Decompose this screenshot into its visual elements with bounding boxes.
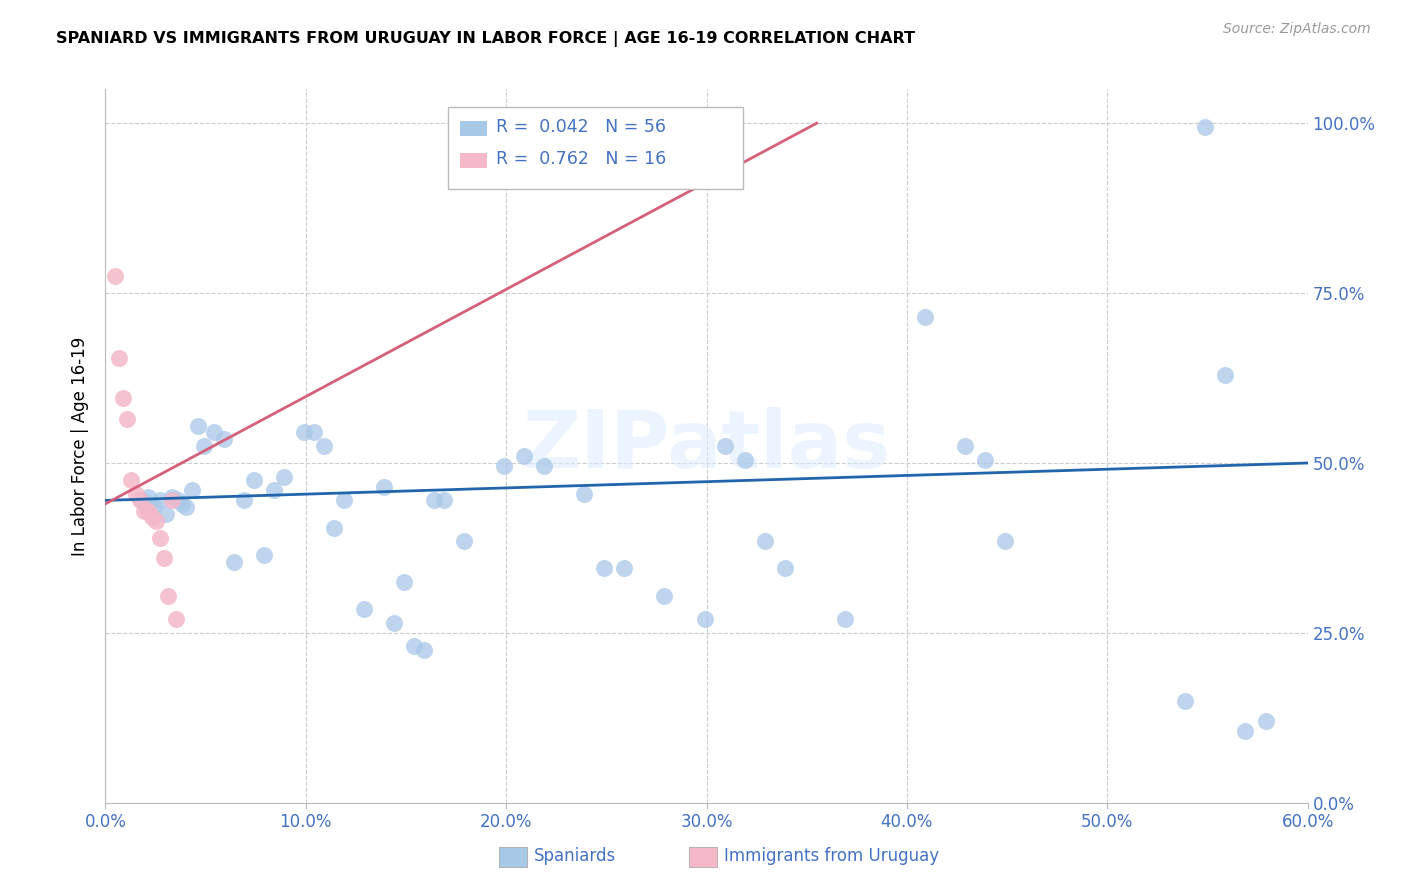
Text: Source: ZipAtlas.com: Source: ZipAtlas.com xyxy=(1223,22,1371,37)
Point xyxy=(302,425,325,440)
Point xyxy=(312,439,335,453)
Point xyxy=(170,497,193,511)
Point xyxy=(212,432,235,446)
FancyBboxPatch shape xyxy=(460,153,486,169)
Point xyxy=(382,615,405,630)
Point xyxy=(242,473,264,487)
Point xyxy=(373,480,395,494)
Point xyxy=(423,493,446,508)
Point xyxy=(1215,368,1237,382)
Point xyxy=(141,510,163,524)
Point xyxy=(136,503,159,517)
Point xyxy=(124,486,146,500)
Point xyxy=(513,449,536,463)
Point xyxy=(322,520,344,534)
Point xyxy=(974,452,997,467)
Point xyxy=(253,548,276,562)
Point xyxy=(148,531,170,545)
Point xyxy=(914,310,936,324)
Point xyxy=(1194,120,1216,134)
Point xyxy=(166,493,188,508)
Point xyxy=(574,486,596,500)
Point xyxy=(402,640,425,654)
Point xyxy=(121,473,143,487)
Point xyxy=(292,425,315,440)
Point xyxy=(263,483,285,498)
Point xyxy=(734,452,756,467)
Point xyxy=(693,612,716,626)
Point xyxy=(160,490,183,504)
Point xyxy=(273,469,295,483)
Point xyxy=(413,643,436,657)
Text: R =  0.762   N = 16: R = 0.762 N = 16 xyxy=(496,150,666,168)
Text: SPANIARD VS IMMIGRANTS FROM URUGUAY IN LABOR FORCE | AGE 16-19 CORRELATION CHART: SPANIARD VS IMMIGRANTS FROM URUGUAY IN L… xyxy=(56,31,915,47)
Point xyxy=(117,412,139,426)
Point xyxy=(533,459,555,474)
Point xyxy=(156,589,179,603)
Point xyxy=(148,493,170,508)
Point xyxy=(754,534,776,549)
Point xyxy=(773,561,796,575)
Point xyxy=(1254,714,1277,729)
Point xyxy=(108,351,131,365)
Point xyxy=(145,514,167,528)
Point xyxy=(180,483,202,498)
Y-axis label: In Labor Force | Age 16-19: In Labor Force | Age 16-19 xyxy=(72,336,90,556)
Point xyxy=(160,493,183,508)
Point xyxy=(187,418,209,433)
Point xyxy=(392,574,415,589)
Point xyxy=(713,439,735,453)
Point xyxy=(142,500,165,515)
Point xyxy=(994,534,1017,549)
Point xyxy=(333,493,356,508)
Point xyxy=(222,555,245,569)
Point xyxy=(494,459,516,474)
Point xyxy=(613,561,636,575)
Point xyxy=(453,534,475,549)
Point xyxy=(232,493,254,508)
Text: Spaniards: Spaniards xyxy=(534,847,616,865)
Point xyxy=(1234,724,1257,739)
Point xyxy=(1174,694,1197,708)
Point xyxy=(136,490,159,504)
Point xyxy=(152,551,174,566)
Point xyxy=(112,392,135,406)
Text: ZIPatlas: ZIPatlas xyxy=(523,407,890,485)
Point xyxy=(834,612,856,626)
Text: Immigrants from Uruguay: Immigrants from Uruguay xyxy=(724,847,939,865)
Point xyxy=(155,507,177,521)
Point xyxy=(165,612,187,626)
Point xyxy=(128,493,150,508)
Point xyxy=(132,503,155,517)
FancyBboxPatch shape xyxy=(460,120,486,136)
Point xyxy=(193,439,215,453)
Point xyxy=(104,269,127,284)
Point xyxy=(953,439,976,453)
Point xyxy=(174,500,197,515)
Point xyxy=(353,602,375,616)
Point xyxy=(654,589,676,603)
Point xyxy=(433,493,456,508)
Point xyxy=(131,493,153,508)
FancyBboxPatch shape xyxy=(449,107,742,189)
Point xyxy=(202,425,225,440)
Text: R =  0.042   N = 56: R = 0.042 N = 56 xyxy=(496,118,666,136)
Point xyxy=(593,561,616,575)
